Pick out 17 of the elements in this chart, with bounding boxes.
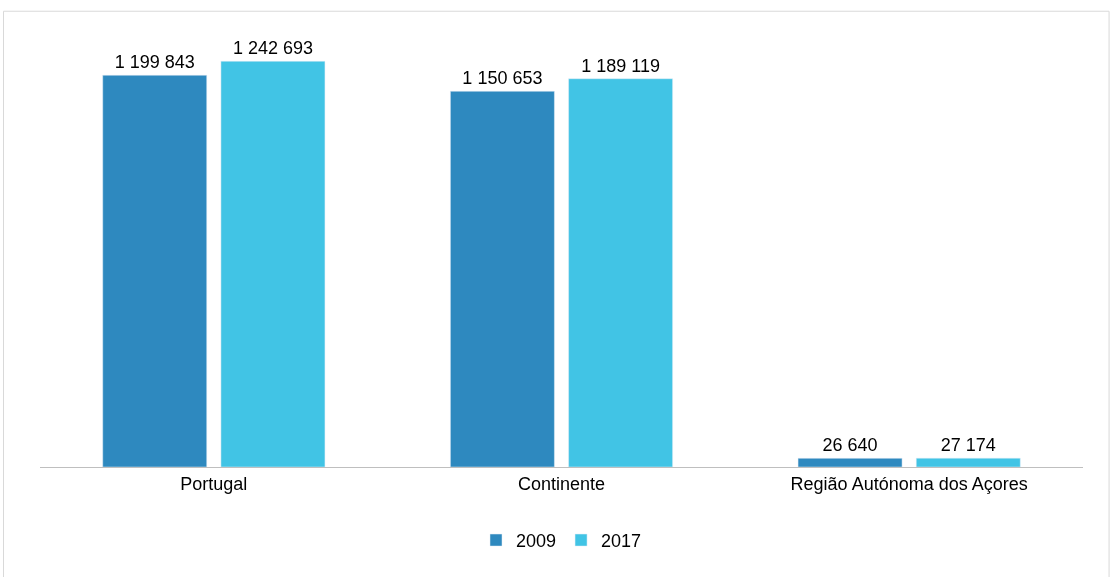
data-label: 1 242 693 (232, 38, 313, 59)
legend-label: 2017 (601, 531, 642, 552)
data-label: 1 189 119 (581, 55, 660, 76)
data-label: 27 174 (940, 435, 996, 456)
x-tick-label: Portugal (180, 473, 248, 494)
bar (220, 60, 326, 467)
bar (797, 458, 903, 467)
bar (102, 74, 207, 467)
x-tick-label: Continente (517, 473, 606, 494)
data-label: 26 640 (822, 435, 878, 456)
data-label: 1 150 653 (462, 68, 543, 89)
data-label: 1 199 843 (114, 52, 195, 73)
legend-label: 2009 (516, 531, 557, 552)
bar (450, 91, 555, 467)
x-tick-label: Região Autónoma dos Açores (790, 473, 1028, 494)
bar (568, 78, 673, 467)
bar (916, 457, 1021, 467)
